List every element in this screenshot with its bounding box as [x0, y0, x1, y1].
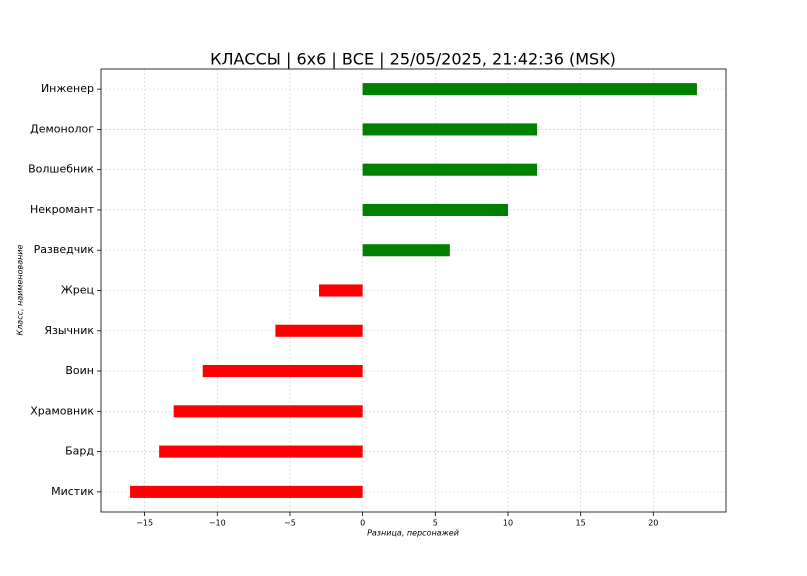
bar: [362, 244, 450, 257]
bar: [362, 83, 697, 96]
y-tick-label: Бард: [65, 445, 94, 458]
x-tick-label: 20: [648, 519, 658, 528]
y-tick-label: Храмовник: [30, 404, 94, 417]
y-tick-label: Волшебник: [28, 163, 94, 176]
x-tick-label: −5: [284, 519, 296, 528]
y-axis-label: Класс, наименование: [16, 244, 25, 335]
x-tick-label: 5: [433, 519, 438, 528]
plot-frame: [100, 68, 727, 513]
bar: [362, 123, 538, 136]
x-tick-label: −10: [209, 519, 226, 528]
bar: [173, 405, 363, 418]
y-tick-label: Мистик: [51, 485, 94, 498]
y-tick-label: Воин: [65, 364, 94, 377]
y-tick-label: Некромант: [30, 203, 95, 216]
y-tick-label: Разведчик: [34, 243, 95, 256]
bar: [130, 485, 363, 498]
chart-title: КЛАССЫ | 6x6 | ВСЕ | 25/05/2025, 21:42:3…: [210, 50, 616, 69]
bar: [362, 163, 538, 176]
x-tick-label: 10: [503, 519, 513, 528]
x-tick-label: 0: [360, 519, 365, 528]
y-tick-label: Жрец: [61, 284, 94, 297]
bar: [202, 365, 363, 378]
y-tick-label: Демонолог: [30, 122, 94, 135]
bar: [159, 445, 363, 458]
x-tick-label: 15: [576, 519, 586, 528]
x-tick-label: −15: [136, 519, 153, 528]
bar: [362, 203, 508, 216]
y-tick-label: Язычник: [44, 324, 94, 337]
bar: [319, 284, 363, 297]
bar: [275, 324, 363, 337]
y-tick-label: Инженер: [41, 82, 94, 95]
x-axis-label: Разница, персонажей: [367, 529, 459, 538]
